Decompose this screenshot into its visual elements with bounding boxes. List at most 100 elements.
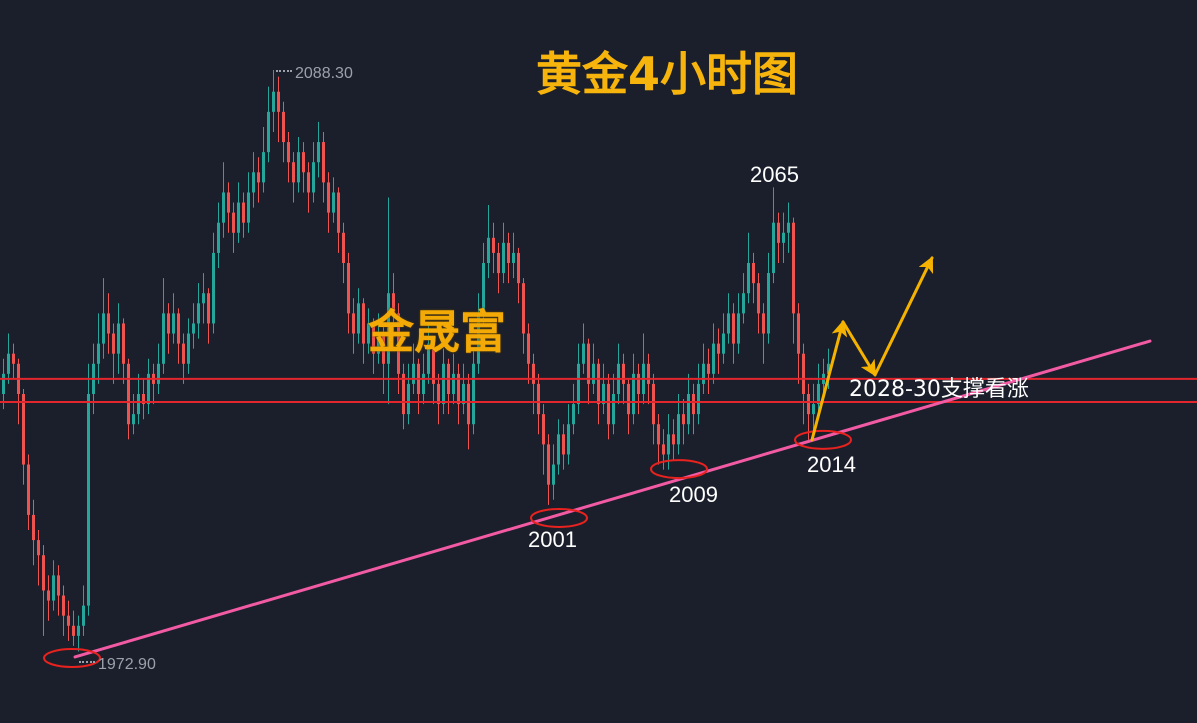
candle xyxy=(607,373,610,440)
candle xyxy=(747,232,750,304)
candle-body xyxy=(422,373,425,394)
candle-body xyxy=(42,555,45,591)
candle xyxy=(487,205,490,279)
candle-body xyxy=(742,293,745,314)
candle-body xyxy=(237,202,240,233)
candle xyxy=(82,585,85,636)
candle-body xyxy=(57,575,60,596)
candle xyxy=(247,172,250,233)
candle-body xyxy=(147,373,150,405)
candle-body xyxy=(747,263,750,294)
candle xyxy=(122,318,125,384)
candle-body xyxy=(332,192,335,213)
candle-body xyxy=(77,625,80,636)
candle xyxy=(97,313,100,384)
candle-body xyxy=(242,202,245,223)
candle xyxy=(292,152,295,203)
candle xyxy=(617,343,620,405)
candle-body xyxy=(517,252,520,284)
candle-body xyxy=(407,383,410,415)
low-price-tag: 1972.90 xyxy=(79,655,156,675)
candle-body xyxy=(702,363,705,384)
candle xyxy=(807,383,810,440)
candle xyxy=(532,353,535,415)
candle-body xyxy=(307,172,310,193)
candle-body xyxy=(302,152,305,173)
candle xyxy=(337,187,340,253)
candle-body xyxy=(337,192,340,233)
projection-arrows xyxy=(810,256,934,442)
candle-body xyxy=(752,263,755,284)
candle-body xyxy=(732,313,735,344)
candle xyxy=(752,252,755,304)
candle-body xyxy=(197,303,200,324)
candle-body xyxy=(552,464,555,485)
candle-body xyxy=(502,242,505,274)
candle-body xyxy=(117,323,120,354)
candle xyxy=(332,177,335,223)
candle xyxy=(127,358,130,440)
candle-body xyxy=(532,363,535,384)
candle-body xyxy=(277,91,280,112)
candle xyxy=(777,212,780,264)
candle xyxy=(372,318,375,374)
candle-body xyxy=(267,111,270,153)
candle xyxy=(612,373,615,435)
candle-body xyxy=(32,514,35,541)
candle xyxy=(732,303,735,364)
candle-body xyxy=(47,590,50,601)
candle xyxy=(7,333,10,384)
candle xyxy=(602,363,605,415)
candle-body xyxy=(602,383,605,405)
candle xyxy=(632,353,635,425)
candle xyxy=(172,293,175,344)
candle xyxy=(692,383,695,435)
candle-body xyxy=(367,323,370,344)
support-zone-label: 2028-30支撑看涨 xyxy=(849,377,1029,402)
candle xyxy=(117,303,120,374)
candle xyxy=(362,298,365,364)
candle-body xyxy=(82,605,85,626)
candle xyxy=(742,273,745,324)
candle-body xyxy=(362,303,365,344)
candle xyxy=(17,358,20,425)
candle xyxy=(432,338,435,405)
candle xyxy=(527,323,530,384)
candle-body xyxy=(257,172,260,183)
candle-body xyxy=(637,373,640,394)
candle xyxy=(662,429,665,470)
candle-body xyxy=(812,404,815,415)
candle-body xyxy=(622,363,625,384)
candle-body xyxy=(292,162,295,183)
candle xyxy=(202,273,205,324)
candle-body xyxy=(322,142,325,183)
candle xyxy=(87,363,90,616)
candle-body xyxy=(512,252,515,264)
candle-body xyxy=(112,333,115,354)
candle xyxy=(182,333,185,384)
candle-body xyxy=(627,383,630,415)
candle xyxy=(237,182,240,243)
projection-arrow xyxy=(873,256,934,377)
candle-body xyxy=(432,343,435,384)
candle-body xyxy=(162,313,165,364)
candle-body xyxy=(587,343,590,384)
candle xyxy=(297,137,300,193)
candle-body xyxy=(107,313,110,334)
candle-body xyxy=(482,263,485,314)
candle-body xyxy=(287,142,290,163)
candle-body xyxy=(487,237,490,264)
candle-body xyxy=(202,293,205,304)
candle xyxy=(227,182,230,233)
candle-body xyxy=(282,111,285,143)
candle-body xyxy=(807,393,810,415)
candle-body xyxy=(547,444,550,485)
candle xyxy=(272,70,275,133)
candle xyxy=(462,363,465,415)
candle xyxy=(307,162,310,213)
candle-body xyxy=(677,414,680,445)
candle xyxy=(347,252,350,334)
candle-body xyxy=(717,343,720,354)
candle xyxy=(37,530,40,586)
candle xyxy=(482,242,485,324)
